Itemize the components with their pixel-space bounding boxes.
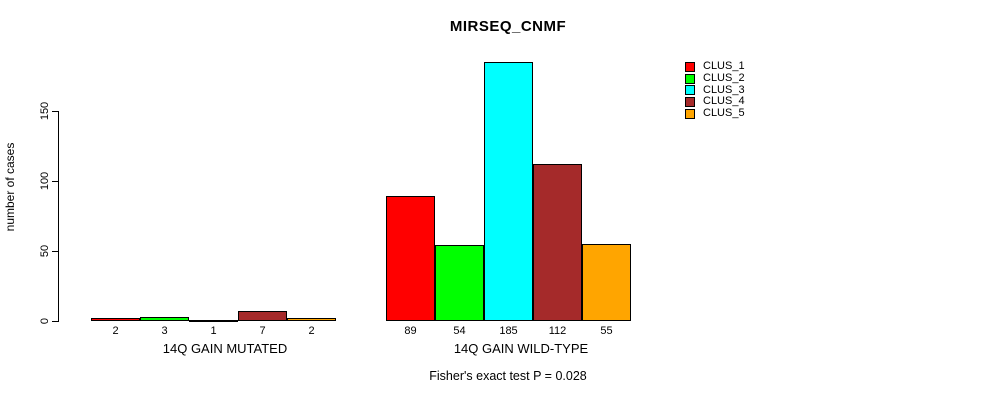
bar-clus_3-group1 xyxy=(189,320,238,322)
y-tick-label: 50 xyxy=(39,244,51,258)
legend-item-clus_3: CLUS_3 xyxy=(685,84,745,96)
legend-swatch xyxy=(685,108,695,119)
bar-value-label: 55 xyxy=(600,325,613,337)
legend-label: CLUS_5 xyxy=(703,107,745,120)
group-label-wildtype: 14Q GAIN WILD-TYPE xyxy=(453,341,589,356)
bar-clus_4-group2 xyxy=(533,164,582,321)
y-axis-tick xyxy=(52,110,58,112)
legend-swatch xyxy=(685,85,695,96)
bar-value-label: 54 xyxy=(453,325,466,337)
y-axis-tick xyxy=(52,250,58,252)
legend-item-clus_5: CLUS_5 xyxy=(685,108,745,120)
y-axis-tick xyxy=(52,320,58,322)
bar-clus_3-group2 xyxy=(484,62,533,321)
bar-value-label: 112 xyxy=(548,325,567,337)
y-tick-label: 150 xyxy=(39,101,51,121)
bar-value-label: 7 xyxy=(259,325,266,337)
group-label-mutated: 14Q GAIN MUTATED xyxy=(162,341,288,356)
bar-value-label: 1 xyxy=(210,325,217,337)
legend-swatch xyxy=(685,61,695,72)
bar-value-label: 3 xyxy=(161,325,168,337)
bar-clus_2-group1 xyxy=(140,317,189,321)
y-axis-label: number of cases xyxy=(3,142,17,232)
bar-value-label: 2 xyxy=(308,325,315,337)
legend-swatch xyxy=(685,73,695,84)
bar-clus_5-group2 xyxy=(582,244,631,321)
legend-item-clus_1: CLUS_1 xyxy=(685,61,745,73)
legend: CLUS_1 CLUS_2 CLUS_3 CLUS_4 CLUS_5 xyxy=(685,61,745,119)
bar-clus_5-group1 xyxy=(287,318,336,321)
bar-clus_1-group2 xyxy=(386,196,435,321)
bar-clus_2-group2 xyxy=(435,245,484,321)
legend-label: CLUS_1 xyxy=(703,60,745,73)
legend-label: CLUS_4 xyxy=(703,95,745,108)
chart-title: MIRSEQ_CNMF xyxy=(449,18,567,35)
legend-item-clus_2: CLUS_2 xyxy=(685,73,745,85)
bar-value-label: 185 xyxy=(499,325,518,337)
legend-label: CLUS_2 xyxy=(703,72,745,85)
y-axis-line xyxy=(58,111,59,322)
y-axis-tick xyxy=(52,180,58,182)
bar-clus_1-group1 xyxy=(91,318,140,321)
y-tick-label: 0 xyxy=(39,317,51,325)
bar-value-label: 2 xyxy=(112,325,119,337)
bar-clus_4-group1 xyxy=(238,311,287,321)
legend-item-clus_4: CLUS_4 xyxy=(685,96,745,108)
bar-value-label: 89 xyxy=(404,325,417,337)
y-tick-label: 100 xyxy=(39,171,51,191)
legend-label: CLUS_3 xyxy=(703,83,745,96)
fisher-exact-test-annotation: Fisher's exact test P = 0.028 xyxy=(429,369,587,383)
legend-swatch xyxy=(685,96,695,107)
